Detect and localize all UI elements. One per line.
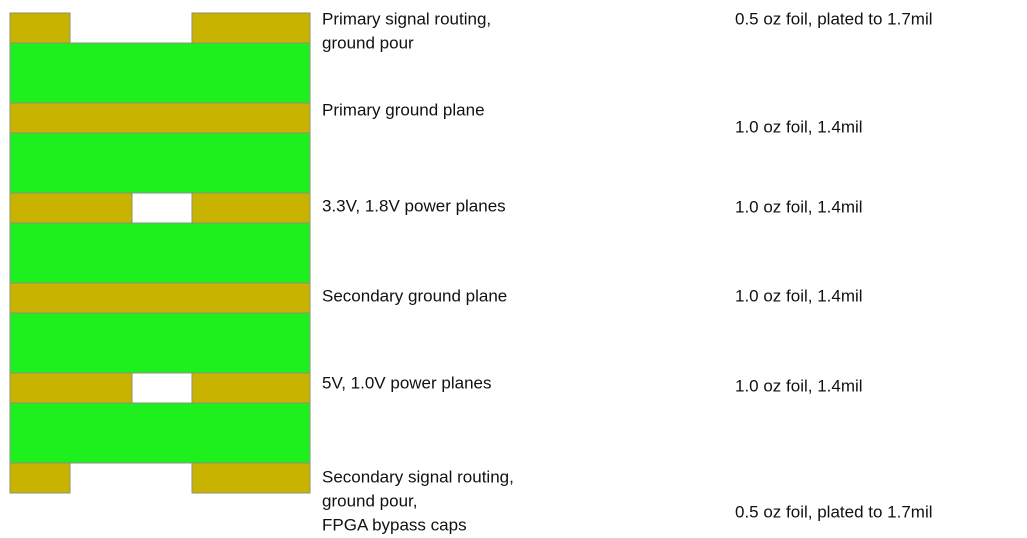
layer-label: Secondary signal routing, (322, 467, 514, 486)
layer-label: 5V, 1.0V power planes (322, 373, 492, 392)
layer-spec: 1.0 oz foil, 1.4mil (735, 117, 863, 136)
copper (191, 372, 311, 404)
layer-label: 3.3V, 1.8V power planes (322, 196, 506, 215)
copper (9, 462, 71, 494)
layer-spec: 1.0 oz foil, 1.4mil (735, 286, 863, 305)
dielectric (9, 42, 311, 104)
layer-label: Primary ground plane (322, 100, 485, 119)
layer-label: Primary signal routing, (322, 9, 491, 28)
dielectric (9, 222, 311, 284)
layer-label: ground pour (322, 33, 414, 52)
layer-spec: 0.5 oz foil, plated to 1.7mil (735, 502, 933, 521)
layer-spec: 1.0 oz foil, 1.4mil (735, 376, 863, 395)
copper (9, 12, 71, 44)
copper (9, 282, 311, 314)
layer-label: ground pour, (322, 491, 417, 510)
copper (9, 102, 311, 134)
dielectric (9, 312, 311, 374)
layer-label: FPGA bypass caps (322, 515, 467, 534)
layer-spec: 1.0 oz foil, 1.4mil (735, 197, 863, 216)
dielectric (9, 402, 311, 464)
copper (9, 372, 133, 404)
layer-spec: 0.5 oz foil, plated to 1.7mil (735, 9, 933, 28)
dielectric (9, 132, 311, 194)
copper (9, 192, 133, 224)
layer-label: Secondary ground plane (322, 286, 507, 305)
copper (191, 462, 311, 494)
copper (191, 12, 311, 44)
copper (191, 192, 311, 224)
